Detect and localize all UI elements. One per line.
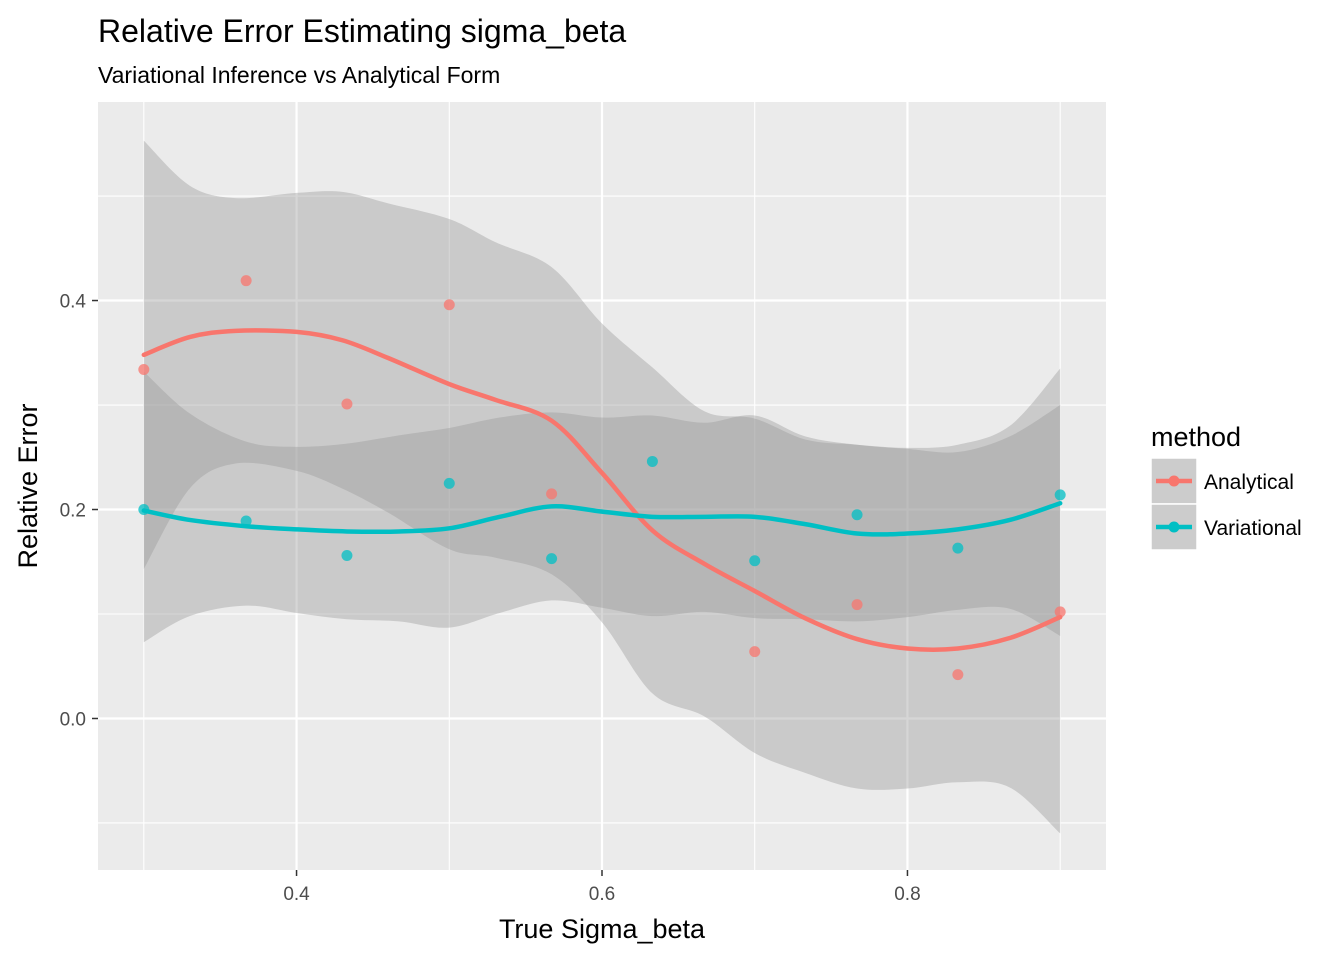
- confidence-ribbons: [143, 140, 1061, 834]
- analytical-point: [546, 488, 558, 500]
- analytical-point: [952, 669, 964, 681]
- x-axis-title: True Sigma_beta: [499, 914, 706, 944]
- legend-keys: Analytical Variational: [1150, 457, 1302, 551]
- data-points: [138, 275, 1066, 681]
- major-gridlines: [98, 102, 1106, 870]
- smooth-lines: [141, 328, 1063, 652]
- x-axis-ticks: 0.4 0.6 0.8: [283, 870, 921, 905]
- analytical-point: [749, 646, 761, 658]
- y-tick-label: 0.0: [60, 709, 86, 730]
- variational-point: [546, 553, 558, 565]
- variational-point: [443, 477, 455, 489]
- analytical-legend-dot: [1168, 475, 1180, 487]
- x-tick-label: 0.4: [283, 884, 310, 905]
- variational-point: [646, 455, 658, 467]
- x-tick-label: 0.8: [894, 884, 920, 905]
- variational-legend-label: Variational: [1204, 517, 1302, 540]
- legend-title: method: [1151, 422, 1241, 452]
- analytical-point: [443, 299, 455, 311]
- chart-subtitle: Variational Inference vs Analytical Form: [98, 62, 500, 88]
- variational-point: [749, 555, 761, 567]
- variational-legend-dot: [1168, 521, 1180, 533]
- analytical-legend-label: Analytical: [1204, 471, 1294, 494]
- variational-point: [341, 549, 353, 561]
- variational-point: [1054, 489, 1066, 501]
- analytical-confidence-ribbon: [143, 140, 1061, 834]
- y-tick-label: 0.4: [60, 292, 87, 313]
- x-tick-label: 0.6: [589, 884, 615, 905]
- variational-confidence-ribbon: [143, 371, 1061, 643]
- analytical-point: [851, 599, 863, 611]
- y-tick-label: 0.2: [60, 501, 86, 522]
- analytical-point: [1054, 606, 1066, 618]
- analytical-point: [138, 363, 150, 375]
- y-axis-title: Relative Error: [13, 403, 43, 568]
- variational-point: [952, 542, 964, 554]
- y-axis-ticks: 0.0 0.2 0.4: [60, 292, 98, 730]
- analytical-point: [240, 275, 252, 287]
- variational-smooth-line: [141, 500, 1063, 537]
- legend: method Analytical Variational: [1150, 422, 1302, 551]
- analytical-smooth-line: [141, 328, 1063, 652]
- chart-title: Relative Error Estimating sigma_beta: [98, 13, 626, 49]
- analytical-point: [341, 398, 353, 410]
- variational-point: [851, 509, 863, 521]
